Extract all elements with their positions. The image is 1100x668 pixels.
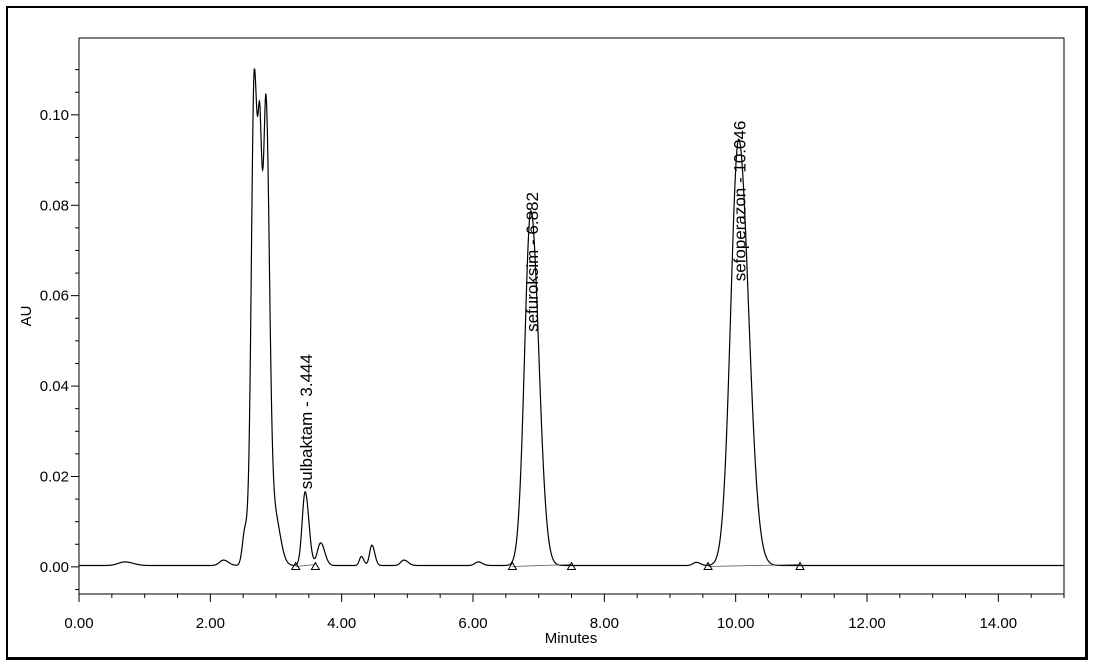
integration-marker [703,561,713,571]
plot-area [78,37,1065,595]
x-tick-label: 14.00 [980,615,1018,632]
x-tick-label: 10.00 [717,615,755,632]
peak-label: sulbaktam - 3.444 [297,354,316,489]
x-tick-label: 0.00 [64,615,93,632]
y-tick-label: 0.10 [40,107,69,124]
peak-baseline [295,564,316,567]
peak-baselines [295,564,801,567]
y-tick-label: 0.02 [40,468,69,485]
peak-baseline [708,564,801,567]
y-tick-label: 0.06 [40,288,69,305]
y-tick-label: 0.08 [40,197,69,214]
x-tick-label: 6.00 [458,615,487,632]
integration-marker [507,561,518,571]
x-tick-label: 8.00 [590,615,619,632]
integration-marker [290,561,301,571]
x-axis-title: Minutes [545,630,598,647]
peak-label: sefuroksim - 6.882 [523,192,542,332]
y-axis-title: AU [18,306,35,327]
x-tick-label: 2.00 [196,615,225,632]
figure-frame [6,6,1088,660]
peak-labels: sulbaktam - 3.444 sefuroksim - 6.882 sefop… [297,121,750,490]
axis-tick-labels: 0.00 2.00 4.00 6.00 8.00 10.00 12.00 14.00 0.00 0… [40,107,1017,632]
integration-marker [566,561,577,571]
integration-marker [795,561,805,571]
y-tick-label: 0.04 [40,378,69,395]
peak-label: sefoperazon - 10.046 [731,121,750,282]
integration-marker [310,561,321,571]
peak-baseline [512,564,572,567]
x-tick-label: 4.00 [327,615,356,632]
x-tick-label: 12.00 [848,615,886,632]
axis-ticks [71,69,1065,602]
integration-markers [290,561,805,571]
y-tick-label: 0.00 [40,559,69,576]
chromatogram-trace [79,68,1064,567]
